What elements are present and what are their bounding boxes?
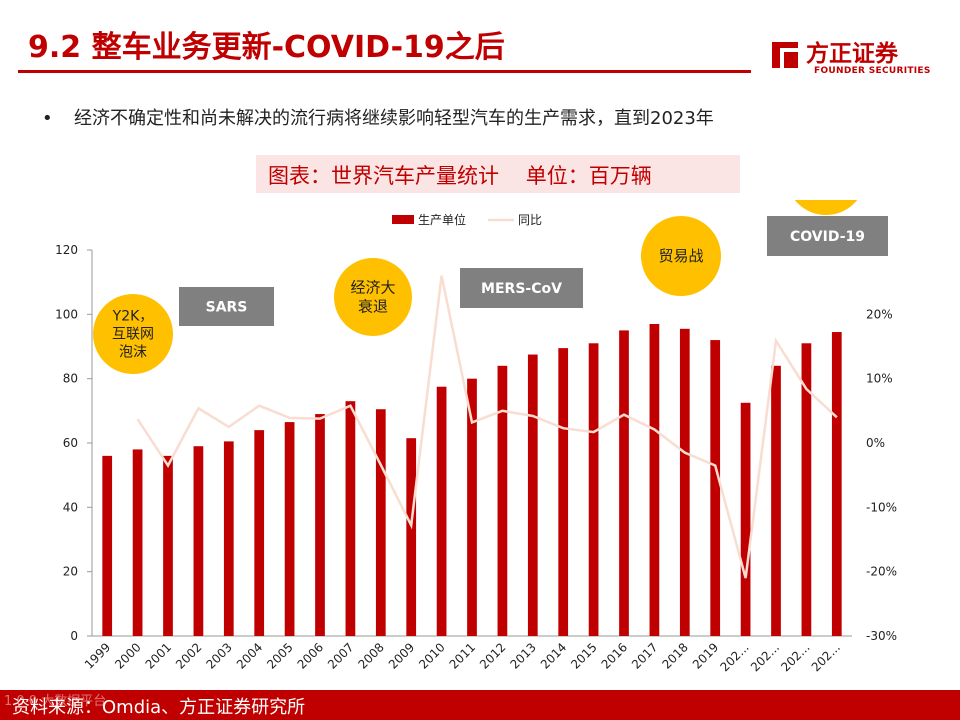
x-tick-label: 2019	[690, 640, 721, 671]
title-underline	[18, 70, 751, 73]
x-tick-label: 2016	[599, 640, 630, 671]
mers-annotation-box	[460, 268, 583, 308]
x-tick-label: 202...	[778, 640, 812, 674]
x-tick-label: 2010	[416, 640, 447, 671]
covid-annotation-label: COVID-19	[790, 229, 865, 245]
y-tick-label: 80	[63, 372, 78, 386]
y2k-annotation-label: Y2K，	[112, 309, 154, 325]
bar	[284, 422, 295, 636]
uncertain-annotation-circle	[794, 200, 858, 215]
x-tick-label: 2014	[538, 640, 569, 671]
watermark-text: 1 0 0 大数据平台	[4, 694, 107, 709]
trade-war-annotation-circle	[641, 216, 721, 296]
bar	[467, 378, 477, 636]
production-chart: 020406080100120-30%-20%-10%0%10%20%19992…	[55, 200, 897, 674]
bar	[740, 402, 751, 636]
x-tick-label: 2008	[355, 640, 386, 671]
x-tick-label: 2000	[112, 640, 143, 671]
footer-source: 资料来源：Omdia、方正证券研究所	[12, 697, 306, 718]
legend-bar-swatch	[392, 215, 414, 224]
y-tick-label: 20	[63, 565, 78, 579]
x-tick-label: 2005	[264, 640, 295, 671]
footer-bar	[0, 690, 960, 720]
bar	[497, 365, 508, 636]
sars-annotation-box	[179, 287, 274, 326]
x-tick-label: 2009	[386, 640, 417, 671]
bar	[558, 348, 569, 636]
bullet-point: • 经济不确定性和尚未解决的流行病将继续影响轻型汽车的生产需求，直到2023年	[42, 104, 714, 130]
bar	[527, 354, 538, 636]
y2-tick-label: -10%	[866, 500, 897, 514]
recession-annotation-label: 衰退	[358, 298, 388, 316]
chart-caption-box: 图表：世界汽车产量统计 单位：百万辆	[256, 155, 740, 193]
y-tick-label: 40	[63, 500, 78, 514]
x-tick-label: 2006	[295, 640, 326, 671]
recession-annotation-circle	[334, 258, 412, 336]
bar	[649, 323, 660, 636]
y2-tick-label: 10%	[866, 372, 893, 386]
bar	[436, 386, 447, 636]
bar	[679, 328, 690, 636]
bar	[193, 446, 204, 636]
bar	[375, 409, 386, 636]
bar	[345, 401, 356, 636]
x-tick-label: 2001	[143, 640, 174, 671]
y-tick-label: 120	[55, 243, 78, 257]
x-tick-label: 2004	[234, 640, 265, 671]
bullet-text: 经济不确定性和尚未解决的流行病将继续影响轻型汽车的生产需求，直到2023年	[74, 108, 714, 129]
bar	[315, 414, 325, 636]
x-tick-label: 1999	[82, 640, 113, 671]
y2k-annotation-circle	[93, 294, 173, 374]
x-tick-label: 2011	[447, 640, 478, 671]
bar	[710, 340, 721, 636]
founder-logo-icon	[772, 42, 798, 68]
bar	[588, 343, 599, 636]
x-tick-label: 202...	[718, 640, 752, 674]
x-tick-label: 2015	[568, 640, 599, 671]
trade-war-annotation-label: 贸易战	[658, 247, 703, 265]
sars-annotation-label: SARS	[206, 300, 248, 316]
founder-logo: 方正证券 FOUNDER SECURITIES	[770, 34, 940, 82]
bar	[771, 365, 781, 636]
y-tick-label: 0	[70, 629, 78, 643]
legend-bar-label: 生产单位	[418, 212, 466, 227]
bar	[223, 441, 234, 636]
y-tick-label: 60	[63, 436, 78, 450]
chart-caption: 图表：世界汽车产量统计 单位：百万辆	[268, 164, 652, 188]
recession-annotation-label: 经济大	[350, 279, 395, 297]
y2k-annotation-label: 泡沫	[119, 345, 147, 361]
bar	[801, 343, 812, 636]
yoy-series-line	[136, 275, 838, 579]
bar	[163, 455, 173, 636]
bar	[831, 332, 842, 636]
y2-tick-label: 0%	[866, 436, 885, 450]
y-tick-label: 100	[55, 307, 78, 321]
legend-line-label: 同比	[518, 213, 542, 227]
logo-chinese-text: 方正证券	[806, 41, 898, 67]
bar	[132, 449, 143, 636]
x-tick-label: 2013	[507, 640, 538, 671]
bar	[102, 455, 113, 636]
y2-tick-label: -20%	[866, 565, 897, 579]
x-tick-label: 2003	[203, 640, 234, 671]
y2k-annotation-label: 互联网	[112, 327, 154, 343]
logo-english-text: FOUNDER SECURITIES	[814, 66, 931, 76]
x-tick-label: 2007	[325, 640, 356, 671]
bullet-dot-icon: •	[42, 108, 53, 129]
bar	[254, 430, 265, 636]
x-tick-label: 2002	[173, 640, 204, 671]
bar	[406, 438, 417, 636]
x-tick-label: 202...	[748, 640, 782, 674]
covid-annotation-box	[767, 216, 888, 256]
page-title: 9.2 整车业务更新-COVID-19之后	[28, 30, 505, 65]
x-tick-label: 2017	[629, 640, 660, 671]
x-tick-label: 202...	[809, 640, 843, 674]
x-tick-label: 2012	[477, 640, 508, 671]
mers-annotation-label: MERS-CoV	[481, 281, 562, 297]
x-tick-label: 2018	[659, 640, 690, 671]
y2-tick-label: 20%	[866, 307, 893, 321]
y2-tick-label: -30%	[866, 629, 897, 643]
bar	[619, 330, 629, 636]
